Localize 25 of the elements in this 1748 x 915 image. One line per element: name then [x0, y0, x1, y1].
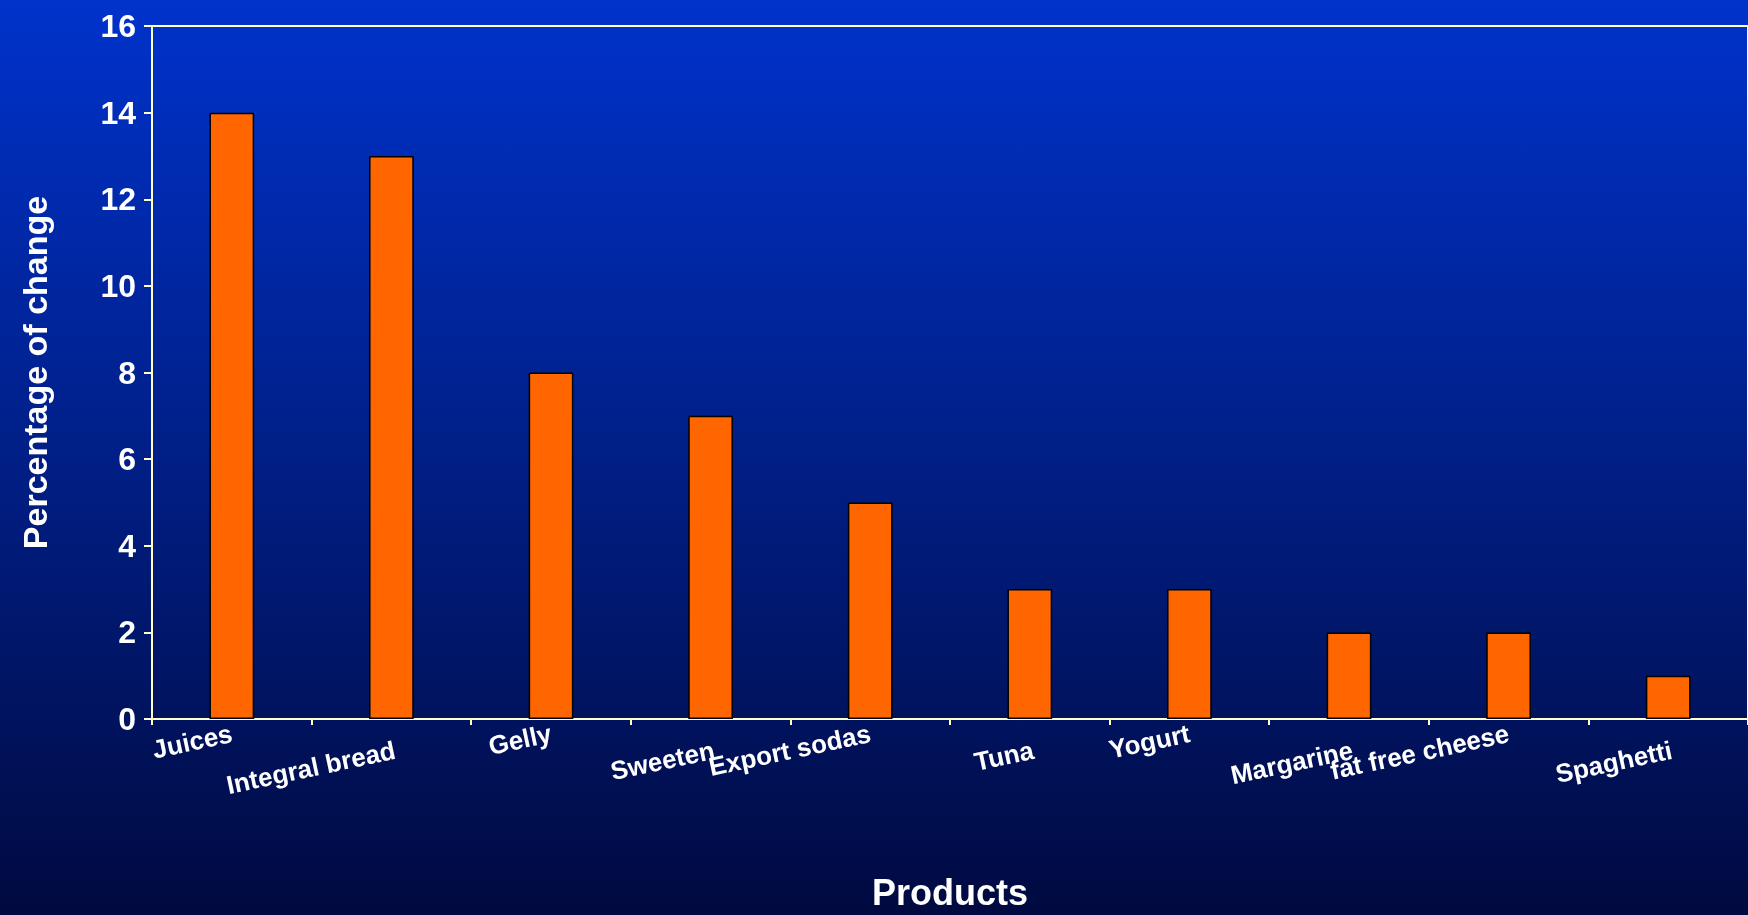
y-tick-label: 2 [118, 614, 136, 651]
bar [528, 372, 574, 719]
y-tick-label: 4 [118, 527, 137, 564]
bar [688, 415, 733, 719]
x-tick-label: Gelly [485, 718, 555, 761]
bar [1645, 675, 1691, 719]
y-tick-label: 16 [100, 8, 136, 44]
bar [1007, 589, 1053, 719]
x-tick-label: Tuna [971, 734, 1037, 777]
y-tick-label: 10 [100, 267, 136, 304]
y-tick-label: 14 [100, 94, 137, 131]
x-tick-label: Juices [149, 718, 235, 765]
y-tick-label: 8 [118, 354, 136, 391]
bar [1167, 589, 1212, 719]
bar [1486, 632, 1531, 719]
bar [209, 112, 255, 719]
bar [369, 155, 414, 719]
bar [847, 502, 893, 719]
x-tick-label: Yogurt [1106, 718, 1193, 765]
x-axis-title: Products [871, 871, 1029, 913]
bar [1326, 632, 1372, 719]
y-tick-label: 6 [118, 441, 136, 478]
y-tick-label: 0 [118, 701, 136, 737]
y-tick-label: 12 [100, 181, 136, 218]
y-axis-title: Percentage of change [16, 195, 54, 550]
